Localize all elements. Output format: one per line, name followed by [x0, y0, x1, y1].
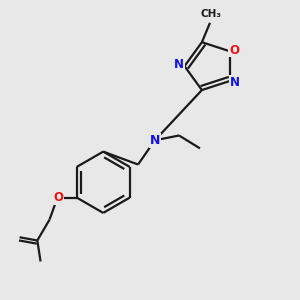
Text: O: O: [229, 44, 239, 56]
Text: N: N: [230, 76, 240, 89]
Text: O: O: [53, 191, 63, 204]
Text: CH₃: CH₃: [200, 9, 221, 19]
Text: N: N: [174, 58, 184, 71]
Text: N: N: [150, 134, 160, 147]
